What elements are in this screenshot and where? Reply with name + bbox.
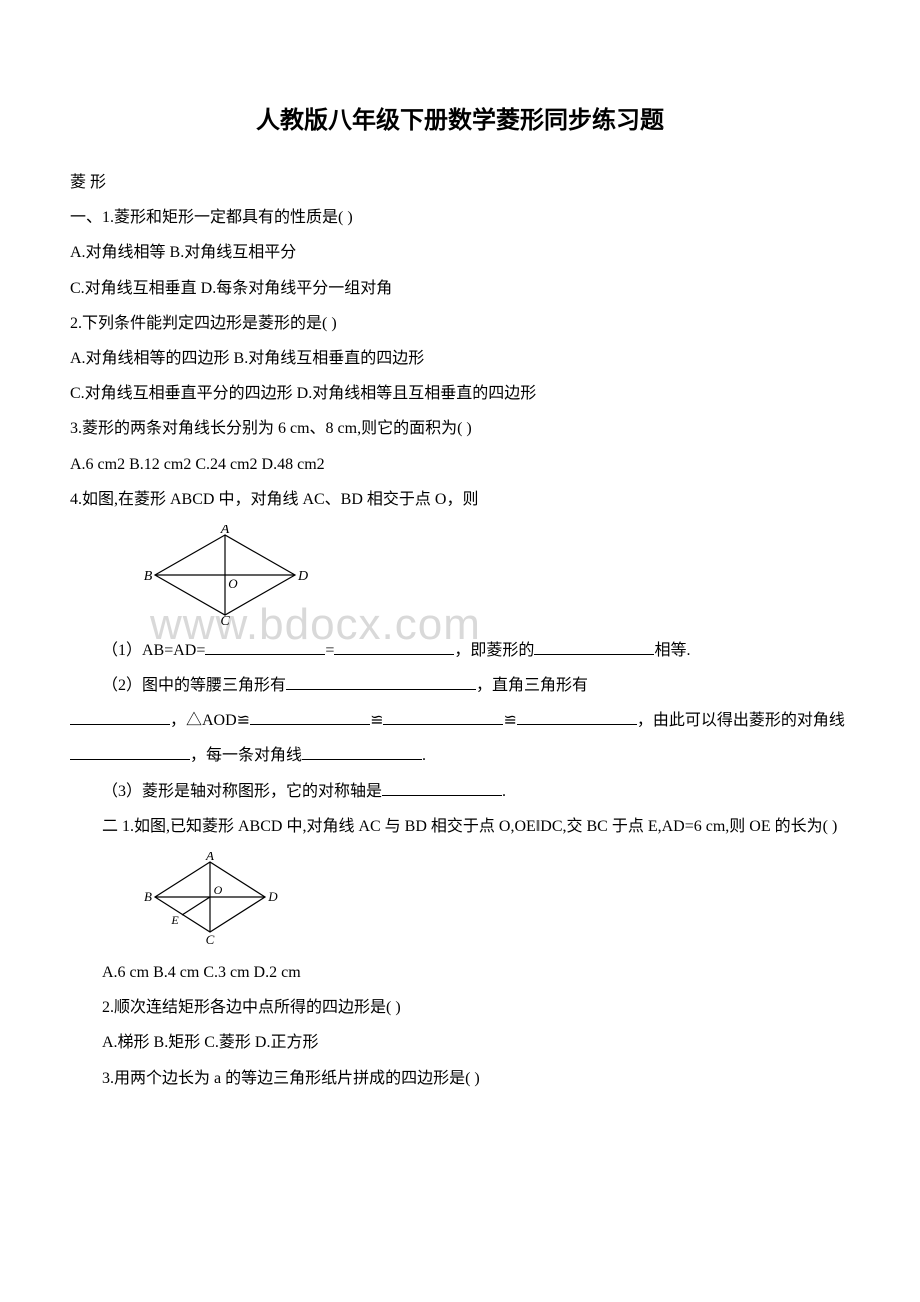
label-c: C bbox=[220, 614, 230, 625]
label-o: O bbox=[214, 883, 223, 897]
label-a: A bbox=[205, 852, 214, 863]
section-heading: 菱 形 bbox=[70, 165, 850, 200]
label-d: D bbox=[267, 889, 278, 904]
label-b: B bbox=[144, 889, 152, 904]
question-3: 3.菱形的两条对角线长分别为 6 cm、8 cm,则它的面积为( ) bbox=[70, 411, 850, 446]
sub-question-3: （3）菱形是轴对称图形，它的对称轴是. bbox=[70, 774, 850, 809]
page-title: 人教版八年级下册数学菱形同步练习题 bbox=[70, 100, 850, 135]
question-1-options-ab: A.对角线相等 B.对角线互相平分 bbox=[70, 235, 850, 270]
question-2-options-cd: C.对角线互相垂直平分的四边形 D.对角线相等且互相垂直的四边形 bbox=[70, 376, 850, 411]
label-d: D bbox=[297, 569, 308, 584]
question-1: 一、1.菱形和矩形一定都具有的性质是( ) bbox=[70, 200, 850, 235]
section2-question-3: 3.用两个边长为 a 的等边三角形纸片拼成的四边形是( ) bbox=[70, 1061, 850, 1096]
question-1-options-cd: C.对角线互相垂直 D.每条对角线平分一组对角 bbox=[70, 271, 850, 306]
section2-question-1-options: A.6 cm B.4 cm C.3 cm D.2 cm bbox=[70, 955, 850, 990]
question-3-options: A.6 cm2 B.12 cm2 C.24 cm2 D.48 cm2 bbox=[70, 447, 850, 482]
rhombus-figure-2: A B C D O E bbox=[140, 852, 850, 947]
label-e: E bbox=[170, 913, 179, 927]
sub-question-1: （1）AB=AD==，即菱形的相等. bbox=[70, 633, 850, 668]
question-2-options-ab: A.对角线相等的四边形 B.对角线互相垂直的四边形 bbox=[70, 341, 850, 376]
label-c: C bbox=[206, 932, 215, 947]
label-a: A bbox=[220, 525, 230, 537]
label-o: O bbox=[228, 576, 238, 591]
section2-question-2-options: A.梯形 B.矩形 C.菱形 D.正方形 bbox=[70, 1025, 850, 1060]
rhombus-figure-1: A B C D O bbox=[140, 525, 850, 625]
label-b: B bbox=[144, 569, 153, 584]
question-4: 4.如图,在菱形 ABCD 中，对角线 AC、BD 相交于点 O，则 bbox=[70, 482, 850, 517]
section2-question-2: 2.顺次连结矩形各边中点所得的四边形是( ) bbox=[70, 990, 850, 1025]
section2-question-1: 二 1.如图,已知菱形 ABCD 中,对角线 AC 与 BD 相交于点 O,OE… bbox=[70, 809, 850, 844]
sub-question-2: （2）图中的等腰三角形有，直角三角形有 ，△AOD≌≌≌，由此可以得出菱形的对角… bbox=[70, 668, 850, 774]
question-2: 2.下列条件能判定四边形是菱形的是( ) bbox=[70, 306, 850, 341]
